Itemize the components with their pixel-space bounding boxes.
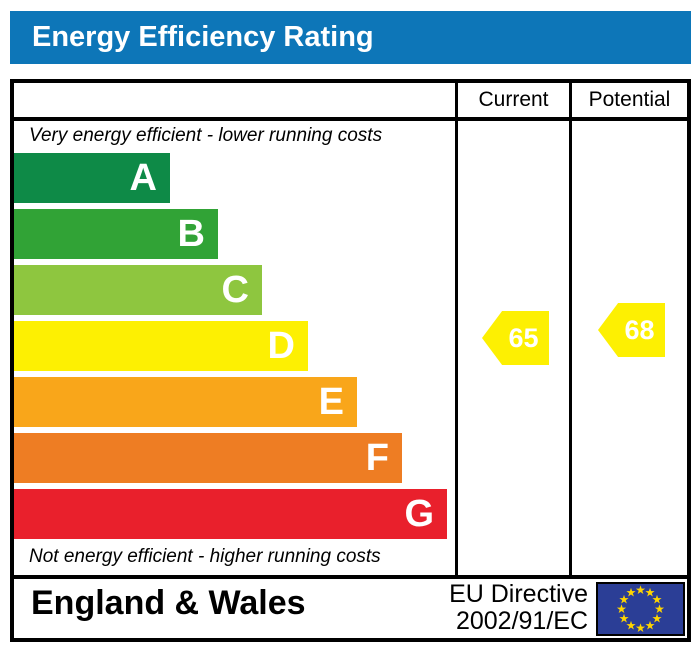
page-title: Energy Efficiency Rating xyxy=(32,21,374,53)
rating-band-c: C xyxy=(14,265,262,315)
column-divider-left xyxy=(455,83,458,579)
rating-band-g: G xyxy=(14,489,447,539)
eu-star-icon: ★ xyxy=(654,602,665,616)
eu-star-icon: ★ xyxy=(644,618,656,633)
rating-band-f: F xyxy=(14,433,402,483)
eu-directive-line2: 2002/91/EC xyxy=(455,607,588,635)
eu-directive-line1: EU Directive xyxy=(449,580,588,608)
eu-star-icon: ★ xyxy=(635,621,646,635)
epc-table-inner: Current Potential Very energy efficient … xyxy=(14,83,687,638)
footer-divider xyxy=(14,575,687,579)
eu-star-icon: ★ xyxy=(625,585,637,600)
band-letter-a: A xyxy=(129,157,157,199)
eu-star-icon: ★ xyxy=(635,583,646,597)
column-header-current: Current xyxy=(478,88,549,111)
eu-star-icon: ★ xyxy=(618,611,630,626)
eu-star-icon: ★ xyxy=(651,592,663,607)
rating-band-e: E xyxy=(14,377,357,427)
eu-directive-label: EU Directive 2002/91/EC xyxy=(449,581,588,635)
eu-star-icon: ★ xyxy=(651,611,663,626)
band-letter-f: F xyxy=(365,437,389,479)
current-rating-arrow: 65 xyxy=(482,311,549,365)
header-divider xyxy=(14,117,687,121)
band-letter-g: G xyxy=(404,493,434,535)
eu-star-icon: ★ xyxy=(618,592,630,607)
band-letter-b: B xyxy=(177,213,205,255)
band-letter-c: C xyxy=(221,269,249,311)
rating-band-a: A xyxy=(14,153,170,203)
eu-star-icon: ★ xyxy=(625,618,637,633)
column-header-potential: Potential xyxy=(588,88,671,111)
potential-rating-value: 68 xyxy=(624,314,655,345)
column-divider-right xyxy=(569,83,572,579)
caption-very-efficient: Very energy efficient - lower running co… xyxy=(29,125,383,146)
epc-table: Current Potential Very energy efficient … xyxy=(10,79,691,642)
title-bar: Energy Efficiency Rating xyxy=(10,11,691,64)
eu-star-icon: ★ xyxy=(616,602,627,616)
caption-not-efficient: Not energy efficient - higher running co… xyxy=(29,546,381,567)
eu-star-icon: ★ xyxy=(644,585,656,600)
rating-band-b: B xyxy=(14,209,218,259)
band-letter-e: E xyxy=(318,381,344,423)
rating-band-d: D xyxy=(14,321,308,371)
eu-flag: ★ ★ ★ ★ ★ ★ ★ ★ ★ ★ ★ ★ xyxy=(596,582,685,636)
current-rating-value: 65 xyxy=(508,322,539,353)
potential-rating-arrow: 68 xyxy=(598,303,665,357)
footer-region-label: England & Wales xyxy=(31,584,306,622)
band-letter-d: D xyxy=(267,325,295,367)
